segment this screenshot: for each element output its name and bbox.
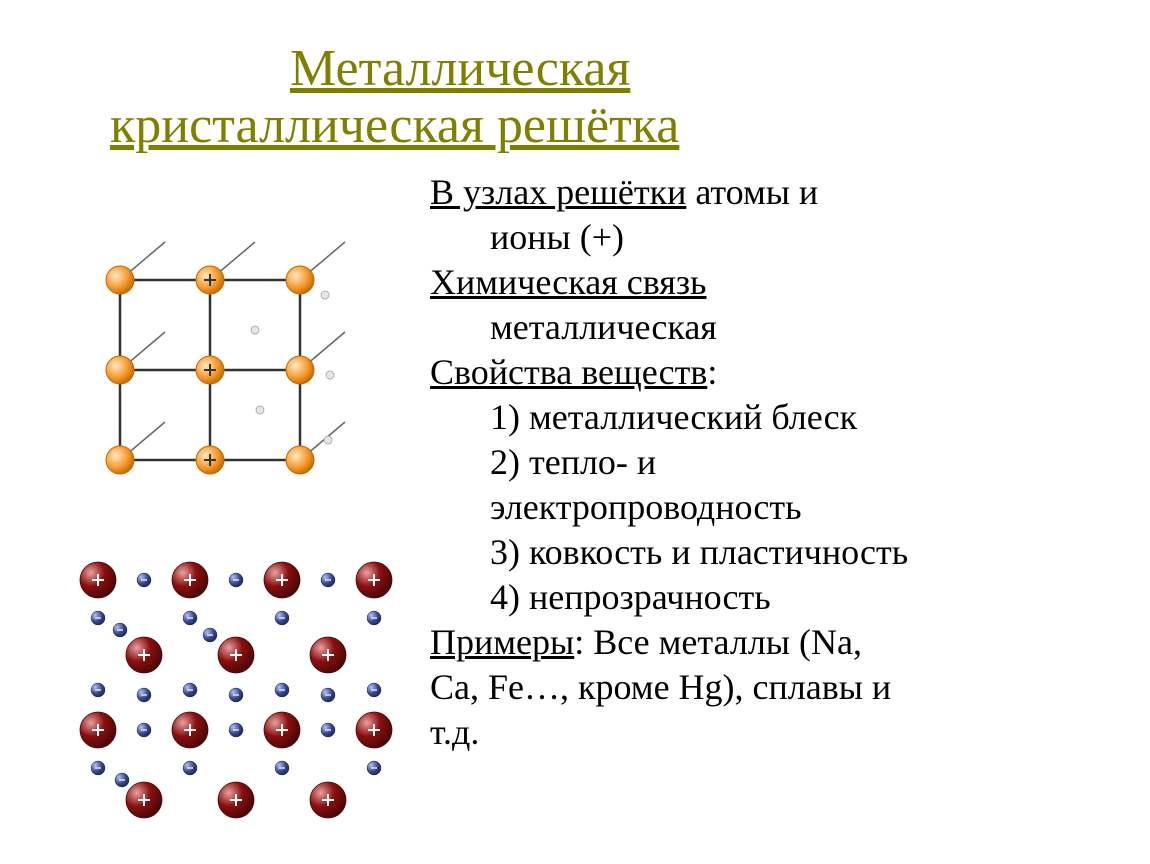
- examples-heading: Примеры: [430, 622, 574, 662]
- lattice-diagram-bottom: [60, 540, 410, 820]
- examples-text-1: : Все металлы (Na,: [574, 622, 862, 662]
- nodes-text-2: ионы (+): [490, 217, 624, 257]
- props-heading: Свойства веществ: [430, 352, 707, 392]
- prop-2b: электропроводность: [490, 487, 802, 527]
- prop-4: 4) непрозрачность: [490, 577, 771, 617]
- examples-text-2: Ca, Fe…, кроме Hg), сплавы и: [430, 667, 891, 707]
- examples-text-3: т.д.: [430, 712, 479, 752]
- prop-3: 3) ковкость и пластичность: [490, 532, 908, 572]
- title-line-1: Металлическая: [110, 40, 1010, 97]
- nodes-heading: В узлах решётки: [430, 172, 686, 212]
- content-text: В узлах решётки атомы и ионы (+) Химичес…: [430, 170, 1130, 755]
- prop-1: 1) металлический блеск: [490, 397, 857, 437]
- title-line-2: кристаллическая решётка: [110, 97, 1010, 154]
- props-colon: :: [707, 352, 717, 392]
- nodes-text: атомы и: [686, 172, 818, 212]
- lattice-diagram-top: [80, 230, 400, 490]
- bond-text: металлическая: [490, 307, 717, 347]
- slide-title: Металлическая кристаллическая решётка: [110, 40, 1010, 154]
- bond-heading: Химическая связь: [430, 262, 706, 302]
- prop-2: 2) тепло- и: [490, 442, 656, 482]
